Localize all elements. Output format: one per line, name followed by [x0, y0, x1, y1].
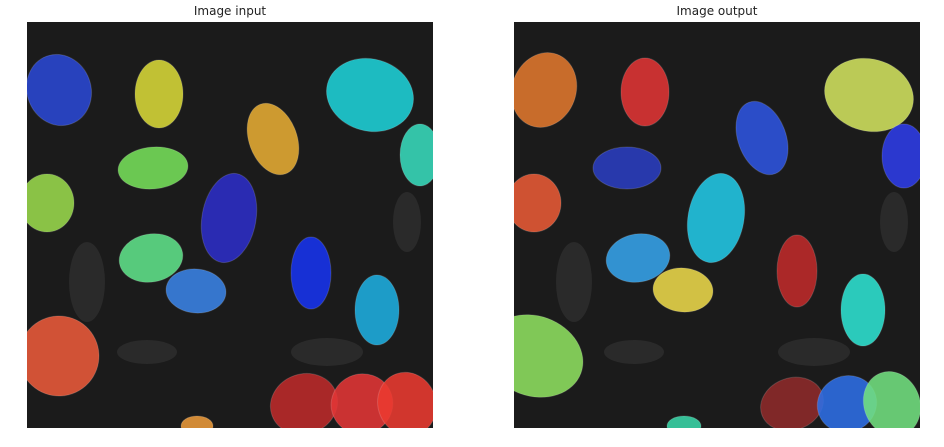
segmentation-mask	[118, 233, 184, 283]
input-panel-title: Image input	[193, 4, 267, 18]
segmentation-mask	[200, 172, 258, 264]
background-texture	[69, 242, 105, 322]
input-image-canvas	[27, 53, 433, 428]
background-texture	[880, 192, 908, 252]
segmentation-mask	[246, 102, 300, 176]
segmentation-mask	[377, 371, 433, 428]
input-image	[27, 22, 433, 428]
output-panel-title: Image output	[676, 4, 758, 18]
segmentation-mask	[666, 415, 702, 428]
background-texture	[117, 340, 177, 364]
segmentation-mask	[824, 57, 914, 133]
segmentation-mask	[180, 415, 214, 428]
segmentation-mask	[605, 233, 671, 283]
segmentation-mask	[325, 57, 415, 133]
segmentation-mask	[27, 53, 92, 127]
background-texture	[556, 242, 592, 322]
segmentation-mask	[735, 100, 789, 176]
background-texture	[604, 340, 664, 364]
segmentation-mask	[117, 146, 189, 190]
segmentation-mask	[620, 57, 670, 127]
segmentation-mask	[862, 371, 920, 428]
segmentation-mask	[686, 172, 746, 264]
segmentation-mask	[776, 234, 818, 308]
segmentation-mask	[881, 123, 920, 189]
segmentation-mask	[592, 146, 662, 190]
segmentation-mask	[134, 59, 184, 129]
output-image-canvas	[514, 52, 920, 428]
output-image	[514, 22, 920, 428]
segmentation-mask	[354, 274, 400, 346]
background-texture	[291, 338, 363, 366]
segmentation-mask	[27, 315, 100, 397]
segmentation-mask	[652, 267, 714, 313]
background-texture	[393, 192, 421, 252]
segmentation-mask	[27, 173, 75, 233]
segmentation-mask	[290, 236, 332, 310]
segmentation-mask	[514, 173, 562, 233]
segmentation-mask	[165, 268, 227, 314]
segmentation-mask	[399, 123, 433, 187]
segmentation-mask	[840, 273, 886, 347]
segmentation-mask	[514, 52, 578, 128]
background-texture	[778, 338, 850, 366]
segmentation-mask	[514, 314, 584, 398]
